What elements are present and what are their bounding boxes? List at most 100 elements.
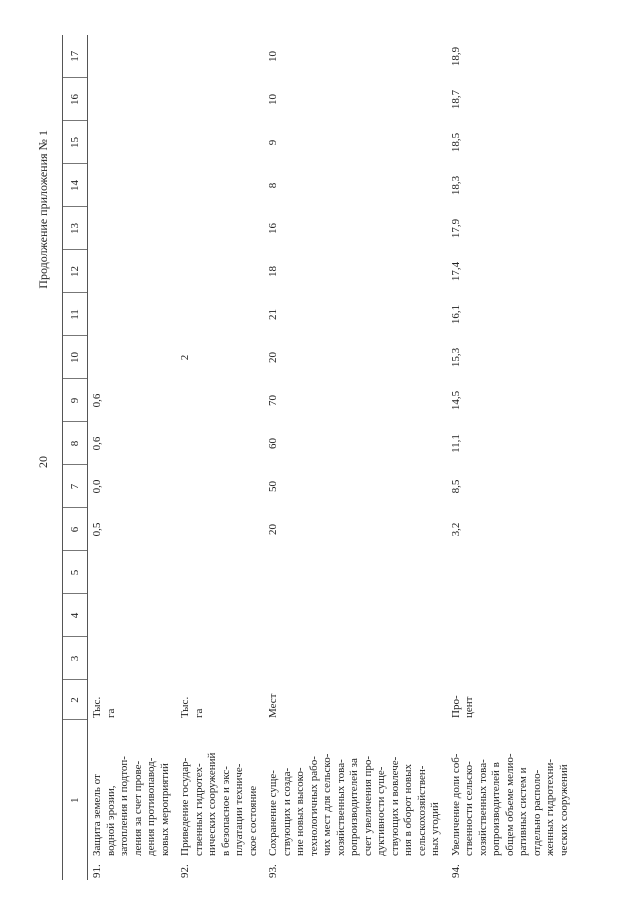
value-cell [176,551,264,594]
name-line: ческих сооружений [557,764,570,856]
unit-line: га [192,708,205,718]
value-cell: 3,2 [449,522,462,537]
value-cell [176,293,264,336]
value-cell [447,637,576,680]
name-line: ративных систем и [517,767,529,856]
name-line: затопления и подтоп- [118,756,130,856]
value-cell: 15,3 [449,347,462,368]
column-number: 2 [62,680,88,720]
column-number: 9 [62,379,88,422]
value-cell [88,121,177,164]
value-cell [264,637,447,680]
unit-line: Мест [267,693,279,718]
header-row: 1 2 3 4 5 6 7 8 9 10 11 12 13 14 15 16 17 [62,35,88,880]
value-cell: 18 [267,266,279,277]
value-cell [447,551,576,594]
value-cell [176,35,264,78]
value-cell [176,465,264,508]
value-cell [88,250,177,293]
value-cell: 20 [267,524,279,535]
name-line: отдельно располо- [530,769,543,856]
name-line: ления за счет прове- [131,760,144,856]
value-cell [176,508,264,551]
page-number: 20 [36,456,50,468]
column-number: 8 [62,422,88,465]
row-number: 92. [179,864,191,878]
column-number: 17 [62,35,88,78]
name-line: сельскохозяйствен- [415,765,428,856]
column-number: 3 [62,637,88,680]
name-line: ных угодий [429,802,441,856]
value-cell: 50 [267,481,279,492]
value-cell [88,551,177,594]
value-cell [447,594,576,637]
column-number: 11 [62,293,88,336]
column-number: 10 [62,336,88,379]
name-line: счет увеличения про- [361,755,374,856]
value-cell [176,78,264,121]
name-line: Защита земель от [91,774,103,856]
unit-cell: Тыс. га [88,680,177,720]
name-line: ние новых высоко- [294,767,306,856]
name-line: ствующих и вовлече- [388,756,401,856]
value-cell [88,293,177,336]
indicator-cell: 93. Сохранение суще-ствующих и созда-ние … [264,720,447,880]
value-cell [88,164,177,207]
column-number: 12 [62,250,88,293]
name-line: ственных гидротех- [192,763,205,856]
value-cell: 9 [267,139,279,146]
name-line: дуктивности суще- [375,766,387,856]
unit-cell: Тыс. га [176,680,264,720]
value-cell [88,207,177,250]
value-cell: 21 [267,309,279,320]
value-cell: 18,9 [449,46,462,67]
column-number: 5 [62,551,88,594]
data-table: 1 2 3 4 5 6 7 8 9 10 11 12 13 14 15 16 17 91. Защита земе… [62,35,575,880]
table-row: 92. Приведение государ-ственных гидротех-… [176,35,264,880]
value-cell [176,250,264,293]
value-cell: 14,5 [449,390,462,411]
column-number: 4 [62,594,88,637]
name-line: чих мест для сельско- [321,753,333,856]
indicator-cell: 91. Защита земель от водной эрозии, затопле… [88,720,177,880]
unit-line: га [104,708,117,718]
value-cell: 18,3 [449,175,462,196]
value-cell [176,594,264,637]
column-number: 16 [62,78,88,121]
value-cell [264,594,447,637]
value-cell [176,637,264,680]
name-line: общем объеме мелио- [503,753,516,856]
value-cell: 17,4 [449,261,462,282]
value-cell [88,594,177,637]
name-line: ствующих и созда- [280,767,293,856]
table-row: 91. Защита земель от водной эрозии, затопле… [88,35,177,880]
value-cell: 18,5 [449,132,462,153]
value-cell: 0,6 [91,393,103,408]
value-cell: 17,9 [449,218,462,239]
indicator-name: Увеличение доли соб-ственности сельско-х… [450,722,572,856]
row-number: 94. [449,864,462,878]
value-cell: 16 [267,223,279,234]
indicator-cell: 94. Увеличение доли соб-ственности сельск… [447,720,576,880]
indicator-name: Сохранение суще-ствующих и созда-ние нов… [267,722,443,856]
value-cell [176,121,264,164]
unit-line: Тыс. [91,696,103,718]
unit-line: цент [463,696,475,718]
unit-cell: Мест [264,680,447,720]
column-number: 1 [62,720,88,880]
value-cell: 8 [267,182,279,189]
name-line: хозяйственных това- [334,759,347,856]
name-line: ственности сельско- [463,761,475,856]
value-cell: 0,5 [91,522,103,537]
value-cell: 0,0 [91,479,103,494]
name-line: водной эрозии, [104,785,117,856]
name-line: дения противопавод- [145,757,157,856]
table-row: 93. Сохранение суще-ствующих и созда-ние … [264,35,447,880]
unit-line: Про- [449,695,462,718]
column-number: 13 [62,207,88,250]
value-cell [88,336,177,379]
name-line: технологичных рабо- [307,756,320,856]
name-line: нических сооружений [206,752,218,856]
value-cell [176,164,264,207]
